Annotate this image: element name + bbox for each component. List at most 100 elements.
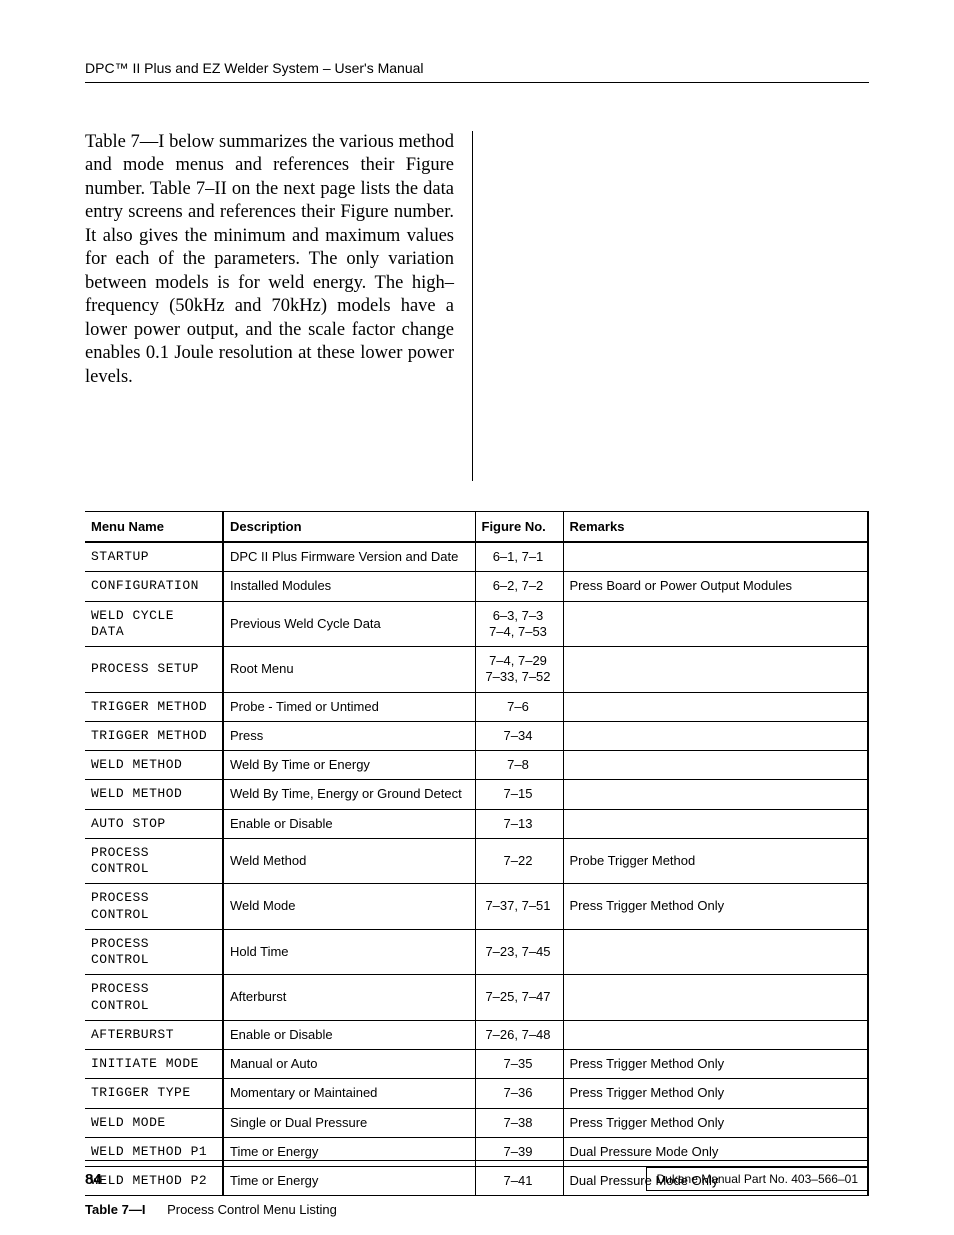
cell-figure-no: 7–6 bbox=[475, 692, 563, 721]
cell-remarks bbox=[563, 975, 868, 1021]
cell-remarks: Press Trigger Method Only bbox=[563, 1108, 868, 1137]
table-row: WELD METHODWeld By Time, Energy or Groun… bbox=[85, 780, 868, 809]
table-row: AFTERBURSTEnable or Disable7–26, 7–48 bbox=[85, 1020, 868, 1049]
cell-menu-name: WELD METHOD bbox=[85, 780, 223, 809]
table-7-i: Menu Name Description Figure No. Remarks… bbox=[85, 511, 869, 1217]
cell-description: Probe - Timed or Untimed bbox=[223, 692, 475, 721]
page-number: 84 bbox=[85, 1171, 102, 1188]
cell-remarks: Press Trigger Method Only bbox=[563, 1079, 868, 1108]
column-divider bbox=[472, 131, 473, 481]
cell-description: Afterburst bbox=[223, 975, 475, 1021]
cell-remarks bbox=[563, 692, 868, 721]
cell-description: Weld By Time, Energy or Ground Detect bbox=[223, 780, 475, 809]
cell-remarks bbox=[563, 1020, 868, 1049]
cell-figure-no: 7–8 bbox=[475, 751, 563, 780]
cell-description: Weld Mode bbox=[223, 884, 475, 930]
cell-description: Manual or Auto bbox=[223, 1050, 475, 1079]
cell-description: Hold Time bbox=[223, 929, 475, 975]
cell-menu-name: AUTO STOP bbox=[85, 809, 223, 838]
cell-figure-no: 7–25, 7–47 bbox=[475, 975, 563, 1021]
cell-menu-name: TRIGGER TYPE bbox=[85, 1079, 223, 1108]
cell-remarks bbox=[563, 809, 868, 838]
cell-menu-name: PROCESS CONTROL bbox=[85, 838, 223, 884]
cell-figure-no: 6–1, 7–1 bbox=[475, 542, 563, 572]
cell-figure-no: 6–2, 7–2 bbox=[475, 572, 563, 601]
cell-figure-no: 7–4, 7–297–33, 7–52 bbox=[475, 647, 563, 693]
manual-part-number: Dukane Manual Part No. 403–566–01 bbox=[646, 1167, 869, 1191]
table-row: TRIGGER METHODProbe - Timed or Untimed7–… bbox=[85, 692, 868, 721]
cell-menu-name: WELD CYCLE DATA bbox=[85, 601, 223, 647]
cell-remarks bbox=[563, 721, 868, 750]
cell-remarks bbox=[563, 751, 868, 780]
table-row: AUTO STOPEnable or Disable7–13 bbox=[85, 809, 868, 838]
menu-listing-table: Menu Name Description Figure No. Remarks… bbox=[85, 511, 869, 1196]
cell-menu-name: INITIATE MODE bbox=[85, 1050, 223, 1079]
cell-figure-no: 7–36 bbox=[475, 1079, 563, 1108]
cell-figure-no: 7–15 bbox=[475, 780, 563, 809]
table-row: PROCESS CONTROLHold Time7–23, 7–45 bbox=[85, 929, 868, 975]
cell-figure-no: 7–26, 7–48 bbox=[475, 1020, 563, 1049]
cell-remarks bbox=[563, 647, 868, 693]
caption-label: Table 7—I bbox=[85, 1202, 145, 1217]
col-header-menu-name: Menu Name bbox=[85, 512, 223, 543]
cell-figure-no: 7–34 bbox=[475, 721, 563, 750]
cell-remarks: Probe Trigger Method bbox=[563, 838, 868, 884]
cell-figure-no: 7–23, 7–45 bbox=[475, 929, 563, 975]
cell-menu-name: PROCESS SETUP bbox=[85, 647, 223, 693]
cell-figure-no: 6–3, 7–37–4, 7–53 bbox=[475, 601, 563, 647]
cell-description: Weld Method bbox=[223, 838, 475, 884]
cell-menu-name: STARTUP bbox=[85, 542, 223, 572]
table-body: STARTUPDPC II Plus Firmware Version and … bbox=[85, 542, 868, 1196]
caption-text: Process Control Menu Listing bbox=[167, 1202, 337, 1217]
page-footer: 84 Dukane Manual Part No. 403–566–01 bbox=[85, 1160, 869, 1191]
table-header-row: Menu Name Description Figure No. Remarks bbox=[85, 512, 868, 543]
table-row: TRIGGER TYPEMomentary or Maintained7–36P… bbox=[85, 1079, 868, 1108]
cell-menu-name: CONFIGURATION bbox=[85, 572, 223, 601]
cell-description: Previous Weld Cycle Data bbox=[223, 601, 475, 647]
table-row: PROCESS CONTROLAfterburst7–25, 7–47 bbox=[85, 975, 868, 1021]
cell-description: Single or Dual Pressure bbox=[223, 1108, 475, 1137]
cell-remarks: Press Trigger Method Only bbox=[563, 1050, 868, 1079]
cell-figure-no: 7–37, 7–51 bbox=[475, 884, 563, 930]
cell-menu-name: WELD METHOD bbox=[85, 751, 223, 780]
table-row: WELD CYCLE DATAPrevious Weld Cycle Data6… bbox=[85, 601, 868, 647]
table-row: PROCESS CONTROLWeld Method7–22Probe Trig… bbox=[85, 838, 868, 884]
cell-remarks: Press Trigger Method Only bbox=[563, 884, 868, 930]
cell-description: Enable or Disable bbox=[223, 1020, 475, 1049]
table-row: INITIATE MODEManual or Auto7–35Press Tri… bbox=[85, 1050, 868, 1079]
cell-description: Weld By Time or Energy bbox=[223, 751, 475, 780]
cell-menu-name: PROCESS CONTROL bbox=[85, 975, 223, 1021]
running-head: DPC™ II Plus and EZ Welder System – User… bbox=[85, 60, 869, 83]
table-row: PROCESS CONTROLWeld Mode7–37, 7–51Press … bbox=[85, 884, 868, 930]
cell-remarks bbox=[563, 542, 868, 572]
table-row: WELD MODESingle or Dual Pressure7–38Pres… bbox=[85, 1108, 868, 1137]
cell-menu-name: AFTERBURST bbox=[85, 1020, 223, 1049]
table-row: STARTUPDPC II Plus Firmware Version and … bbox=[85, 542, 868, 572]
table-row: WELD METHODWeld By Time or Energy7–8 bbox=[85, 751, 868, 780]
cell-description: Installed Modules bbox=[223, 572, 475, 601]
cell-menu-name: PROCESS CONTROL bbox=[85, 884, 223, 930]
cell-description: Enable or Disable bbox=[223, 809, 475, 838]
cell-remarks bbox=[563, 601, 868, 647]
two-column-region: Table 7—I below summarizes the various m… bbox=[85, 131, 869, 481]
cell-description: Root Menu bbox=[223, 647, 475, 693]
cell-menu-name: TRIGGER METHOD bbox=[85, 721, 223, 750]
page: DPC™ II Plus and EZ Welder System – User… bbox=[0, 0, 954, 1235]
cell-description: DPC II Plus Firmware Version and Date bbox=[223, 542, 475, 572]
summary-paragraph: Table 7—I below summarizes the various m… bbox=[85, 131, 454, 389]
col-header-figure-no: Figure No. bbox=[475, 512, 563, 543]
table-row: TRIGGER METHODPress7–34 bbox=[85, 721, 868, 750]
cell-remarks bbox=[563, 929, 868, 975]
cell-description: Momentary or Maintained bbox=[223, 1079, 475, 1108]
cell-menu-name: TRIGGER METHOD bbox=[85, 692, 223, 721]
cell-menu-name: WELD MODE bbox=[85, 1108, 223, 1137]
table-row: CONFIGURATIONInstalled Modules6–2, 7–2Pr… bbox=[85, 572, 868, 601]
col-header-description: Description bbox=[223, 512, 475, 543]
cell-figure-no: 7–38 bbox=[475, 1108, 563, 1137]
cell-menu-name: PROCESS CONTROL bbox=[85, 929, 223, 975]
cell-remarks bbox=[563, 780, 868, 809]
cell-remarks: Press Board or Power Output Modules bbox=[563, 572, 868, 601]
table-caption: Table 7—I Process Control Menu Listing bbox=[85, 1202, 869, 1217]
left-column: Table 7—I below summarizes the various m… bbox=[85, 131, 472, 481]
table-row: PROCESS SETUPRoot Menu7–4, 7–297–33, 7–5… bbox=[85, 647, 868, 693]
